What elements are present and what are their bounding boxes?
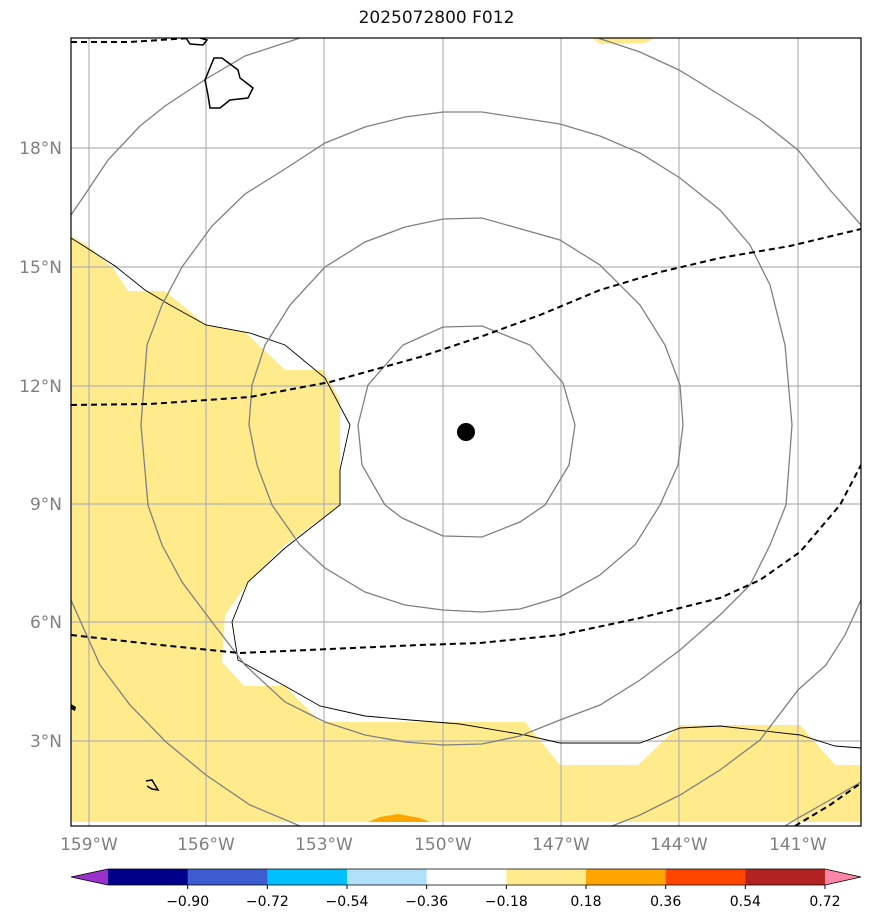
lat-tick-label: 6°N [30, 613, 62, 633]
contour-ring-1 [357, 325, 576, 538]
contour-ring-3 [140, 111, 793, 746]
storm-center-marker [457, 423, 475, 441]
colorbar-outline [70, 868, 862, 886]
lat-tick-label: 3°N [30, 732, 62, 752]
positive-anomaly-fill-north [592, 38, 655, 44]
lon-tick-label: 144°W [650, 835, 708, 855]
colorbar-tick-label: −0.36 [405, 894, 448, 910]
map-area [71, 38, 861, 826]
orange-anomaly-fill [368, 814, 430, 822]
dashed-contours [71, 38, 861, 826]
gridlines [71, 38, 861, 826]
lon-tick-label: 159°W [60, 835, 118, 855]
colorbar-segment [347, 869, 428, 885]
lon-tick-label: 147°W [532, 835, 590, 855]
contour-ring-5 [784, 781, 861, 826]
colorbar-segment [745, 869, 826, 885]
dashed-line-12n [71, 228, 861, 406]
storm-contours [71, 38, 861, 826]
colorbar-extend-high [825, 869, 861, 885]
lon-tick-label: 150°W [414, 835, 472, 855]
colorbar-segment [108, 869, 189, 885]
colorbar-extend-low [71, 869, 108, 885]
lon-tick-labels: 159°W 156°W 153°W 150°W 147°W 144°W 141°… [60, 835, 827, 855]
colorbar-segment [426, 869, 507, 885]
small-island-2 [71, 704, 76, 711]
colorbar-tick-label: 0.72 [809, 894, 840, 910]
small-island-1 [145, 779, 160, 792]
lon-tick-label: 141°W [769, 835, 827, 855]
colorbar-tick-label: −0.18 [485, 894, 528, 910]
maui-outline [185, 38, 209, 46]
colorbar: −0.90 −0.72 −0.54 −0.36 −0.18 0.18 0.36 0.54 0.7… [70, 868, 862, 910]
contour-ring-4 [71, 38, 861, 826]
colorbar-tick-label: −0.72 [246, 894, 289, 910]
dashed-line-6n [71, 464, 861, 655]
dashed-line-southeast [794, 782, 861, 826]
colorbar-segment [267, 869, 348, 885]
lat-tick-label: 18°N [19, 139, 62, 159]
colorbar-segment [506, 869, 587, 885]
lat-tick-label: 9°N [30, 495, 62, 515]
colorbar-tick-label: 0.36 [650, 894, 681, 910]
contour-ring-2 [248, 217, 684, 613]
lon-tick-label: 156°W [177, 835, 235, 855]
lon-tick-label: 153°W [295, 835, 353, 855]
map-title: 2025072800 F012 [358, 8, 515, 28]
positive-anomaly-fill [71, 236, 861, 822]
lat-tick-labels: 18°N 15°N 12°N 9°N 6°N 3°N [19, 139, 62, 752]
lat-tick-label: 12°N [19, 377, 62, 397]
big-island-outline [204, 57, 254, 109]
colorbar-segment [187, 869, 268, 885]
colorbar-tick-label: −0.90 [166, 894, 209, 910]
colorbar-segment [586, 869, 667, 885]
colorbar-tick-label: 0.18 [570, 894, 601, 910]
colorbar-tick-label: −0.54 [326, 894, 369, 910]
colorbar-tick-label: 0.54 [730, 894, 761, 910]
colorbar-segment [665, 869, 746, 885]
zero-contour-line [71, 237, 861, 749]
hawaii-coastline [185, 38, 254, 109]
lat-tick-label: 15°N [19, 258, 62, 278]
map-frame [70, 37, 862, 827]
